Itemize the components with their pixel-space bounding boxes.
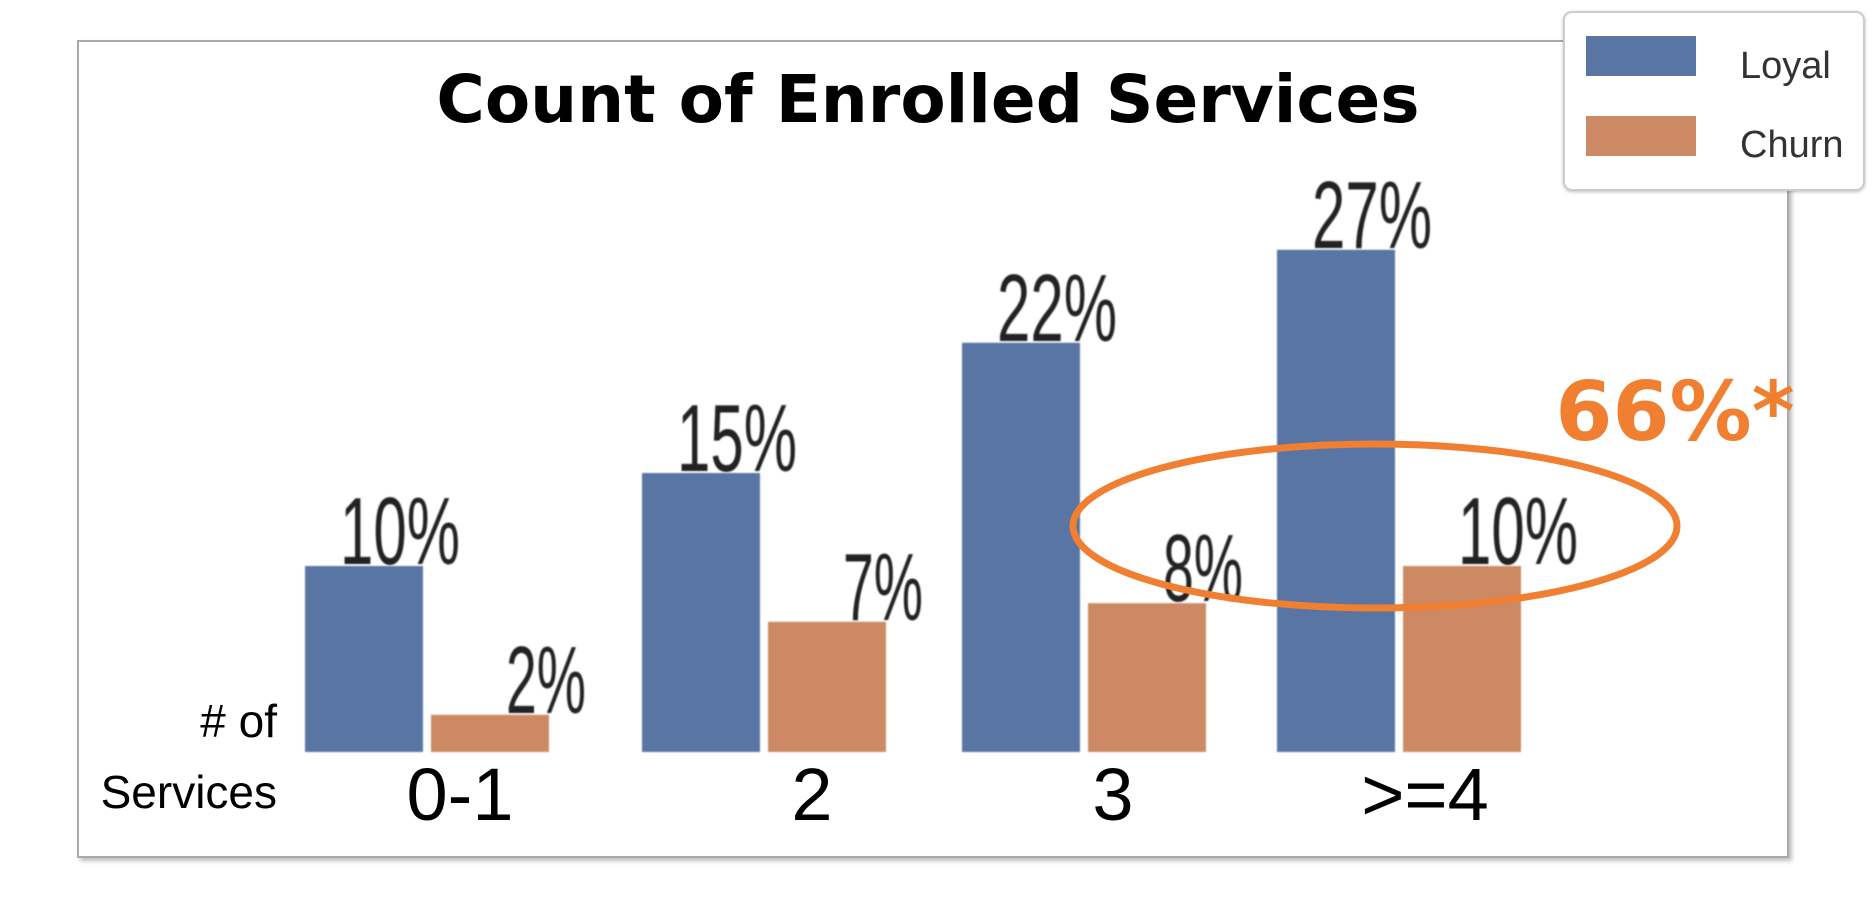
legend-swatch-loyal (1586, 36, 1696, 76)
bar-group (305, 249, 1521, 753)
annotation-66-percent: 66%* (1555, 365, 1794, 460)
bar-loyal-gte4 (1277, 249, 1395, 753)
data-label-loyal-gte4: 27% (1312, 162, 1432, 269)
legend-label-loyal: Loyal (1740, 45, 1831, 87)
bar-churn-2 (768, 621, 886, 752)
legend-swatch-churn (1586, 116, 1696, 156)
data-label-loyal-0-1: 10% (340, 478, 460, 585)
legend: Loyal Churn (1563, 11, 1865, 191)
x-axis-label-line1: # of (200, 695, 277, 747)
bar-churn-gte4 (1403, 566, 1521, 752)
x-tick-gte4: >=4 (1361, 753, 1489, 836)
x-tick-3: 3 (1092, 753, 1133, 836)
data-label-churn-2: 7% (843, 534, 923, 641)
data-label-loyal-3: 22% (997, 255, 1117, 362)
chart-title: Count of Enrolled Services (436, 61, 1419, 138)
x-tick-group: 0-1 2 3 >=4 (407, 753, 1489, 836)
data-label-churn-0-1: 2% (506, 627, 586, 734)
data-label-group: 10% 2% 15% 7% 22% 8% 27% 10% (340, 162, 1578, 734)
data-label-churn-3: 8% (1163, 515, 1243, 622)
legend-label-churn: Churn (1740, 124, 1844, 166)
x-tick-2: 2 (791, 753, 832, 836)
data-label-churn-gte4: 10% (1458, 478, 1578, 585)
bar-churn-0-1 (431, 714, 549, 752)
data-label-loyal-2: 15% (677, 385, 797, 492)
x-tick-0-1: 0-1 (407, 753, 514, 836)
bar-loyal-0-1 (305, 566, 423, 752)
bar-loyal-2 (642, 473, 760, 752)
bar-churn-3 (1088, 603, 1206, 752)
bar-loyal-3 (962, 342, 1080, 752)
highlight-ellipse (1069, 440, 1681, 612)
x-axis-label-line2: Services (101, 766, 277, 818)
